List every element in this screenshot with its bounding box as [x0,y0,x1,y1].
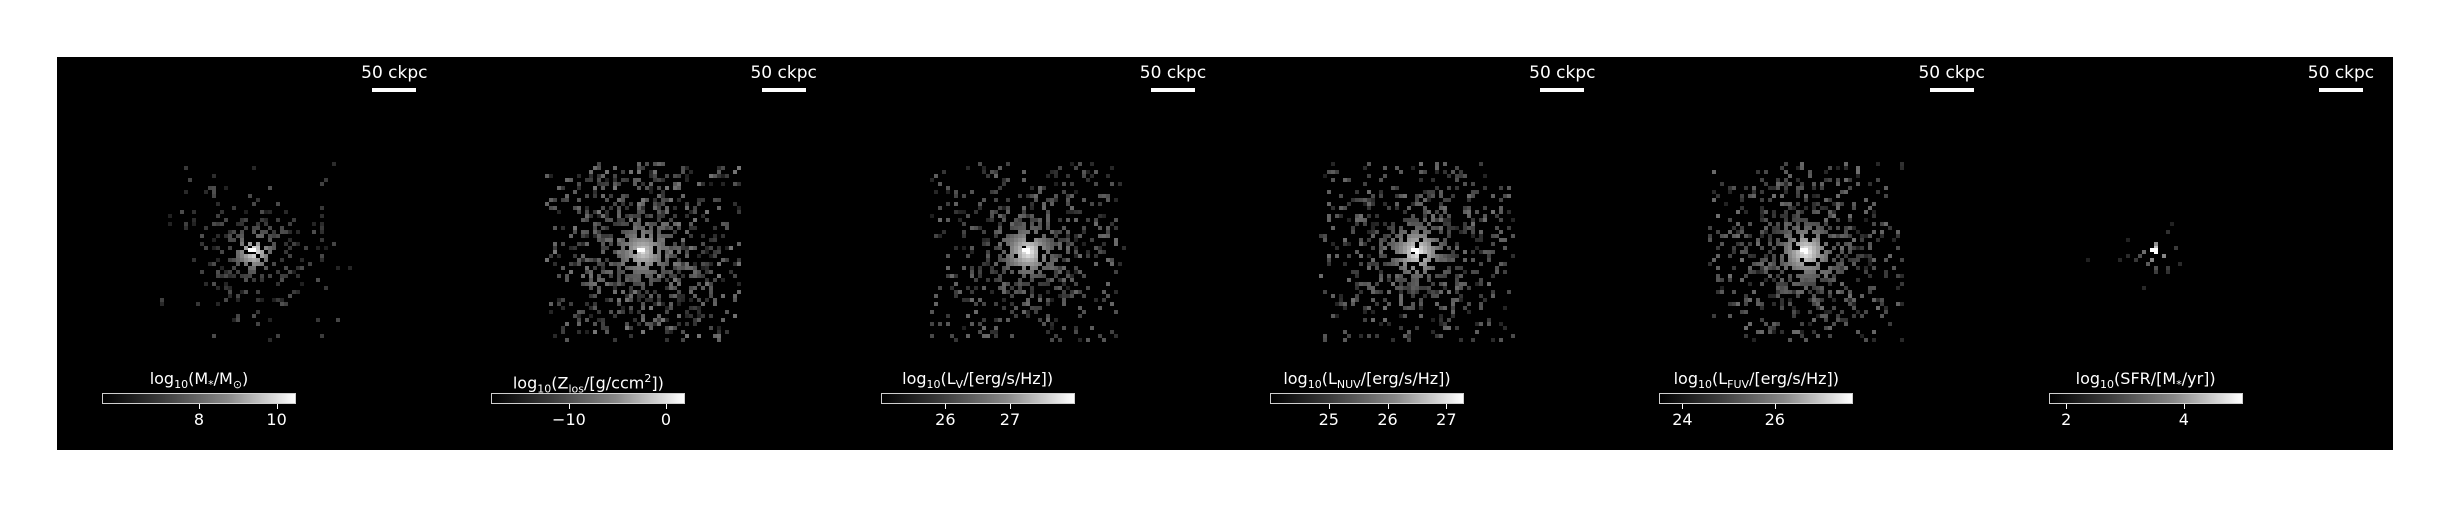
colorbar-title: log10(LNUV/[erg/s/Hz]) [1283,369,1451,392]
scale-bar-line [1540,88,1585,92]
colorbar-tick-label: 25 [1318,410,1339,429]
map-panel-star-formation-rate: 50 ckpc log10(SFR/[M*/yr]) 2 4 [2003,57,2393,450]
colorbar-tick [665,404,667,409]
galaxy-map-image [1318,162,1515,342]
scale-bar-label: 50 ckpc [1139,63,1207,83]
colorbar-title: log10(SFR/[M*/yr]) [2075,369,2216,392]
colorbar-tick [568,404,570,409]
colorbar-tick-label: −10 [552,410,586,429]
colorbar-tick [2066,404,2068,409]
colorbar-tick [1009,404,1011,409]
map-panel-metallicity: 50 ckpc log10(Zlos/[g/ccm2]) −10 0 [446,57,836,450]
scale-bar-line [1929,88,1974,92]
colorbar-tick [945,404,947,409]
colorbar-title: log10(LFUV/[erg/s/Hz]) [1673,369,1840,392]
scale-bar: 50 ckpc [1522,63,1602,92]
colorbar-tick [276,404,278,409]
scale-bar-line [2318,88,2363,92]
scale-bar-label: 50 ckpc [1918,63,1985,83]
scale-bar-line [1150,88,1195,92]
colorbar-title: log10(M*/M⊙) [149,369,249,392]
galaxy-map-image [545,162,742,342]
scale-bar-label: 50 ckpc [2307,63,2375,83]
colorbar [2048,393,2243,404]
colorbar [102,393,296,404]
colorbar-tick [2183,404,2185,409]
colorbar-tick [199,404,200,409]
galaxy-map-image [929,162,1126,342]
scale-bar-line [761,88,806,92]
colorbar-tick-label: 27 [999,410,1021,429]
colorbar-tick-label: 8 [193,410,205,429]
scale-bar-label: 50 ckpc [361,63,428,83]
scale-bar-label: 50 ckpc [1529,63,1596,83]
colorbar [1269,393,1464,404]
colorbar-tick-label: 27 [1436,410,1457,429]
colorbar [1659,393,1854,404]
colorbar-tick-label: 10 [266,410,287,429]
map-panel-stellar-mass: 50 ckpc log10(M*/M⊙) 8 10 [57,57,447,450]
colorbar-title: log10(Zlos/[g/ccm2]) [512,372,664,396]
galaxy-map-image [2085,222,2182,290]
colorbar-tick [1682,404,1684,409]
colorbar-ticks: 26 27 [881,404,1075,434]
colorbar-ticks: 8 10 [102,404,296,434]
colorbar-tick-label: 26 [1764,410,1785,429]
colorbar [880,393,1075,404]
colorbar-tick-label: 2 [2061,410,2072,429]
scale-bar: 50 ckpc [354,63,434,92]
colorbar-tick-label: 0 [660,410,672,429]
colorbar-tick [1774,404,1776,409]
scale-bar-line [372,88,417,92]
colorbar-tick-label: 26 [935,410,956,429]
scale-bar: 50 ckpc [744,63,824,92]
scale-bar: 50 ckpc [1133,63,1213,92]
scale-bar-label: 50 ckpc [750,63,817,83]
map-panel-v-band-luminosity: 50 ckpc log10(LV/[erg/s/Hz]) 26 27 [835,57,1225,450]
colorbar-tick-label: 26 [1377,410,1398,429]
colorbar-tick-label: 24 [1672,410,1693,429]
colorbar-tick [1446,404,1448,409]
colorbar-title: log10(LV/[erg/s/Hz]) [902,369,1054,392]
scale-bar: 50 ckpc [1912,63,1992,92]
colorbar-tick [1328,404,1330,409]
scale-bar: 50 ckpc [2301,63,2381,92]
colorbar [491,393,686,404]
colorbar-ticks: 25 26 27 [1270,404,1464,434]
map-panel-nuv-luminosity: 50 ckpc log10(LNUV/[erg/s/Hz]) 25 26 27 [1224,57,1615,450]
map-panel-fuv-luminosity: 50 ckpc log10(LFUV/[erg/s/Hz]) 24 26 [1614,57,2004,450]
colorbar-tick-label: 4 [2178,410,2189,429]
colorbar-ticks: −10 0 [491,404,685,434]
galaxy-map-image [1708,162,1905,342]
galaxy-map-image [160,162,352,342]
galaxy-map-strip: 50 ckpc log10(M*/M⊙) 8 10 50 ckpc log10(Zlos/… [57,57,2393,450]
colorbar-ticks: 24 26 [1659,404,1853,434]
colorbar-tick [1387,404,1389,409]
